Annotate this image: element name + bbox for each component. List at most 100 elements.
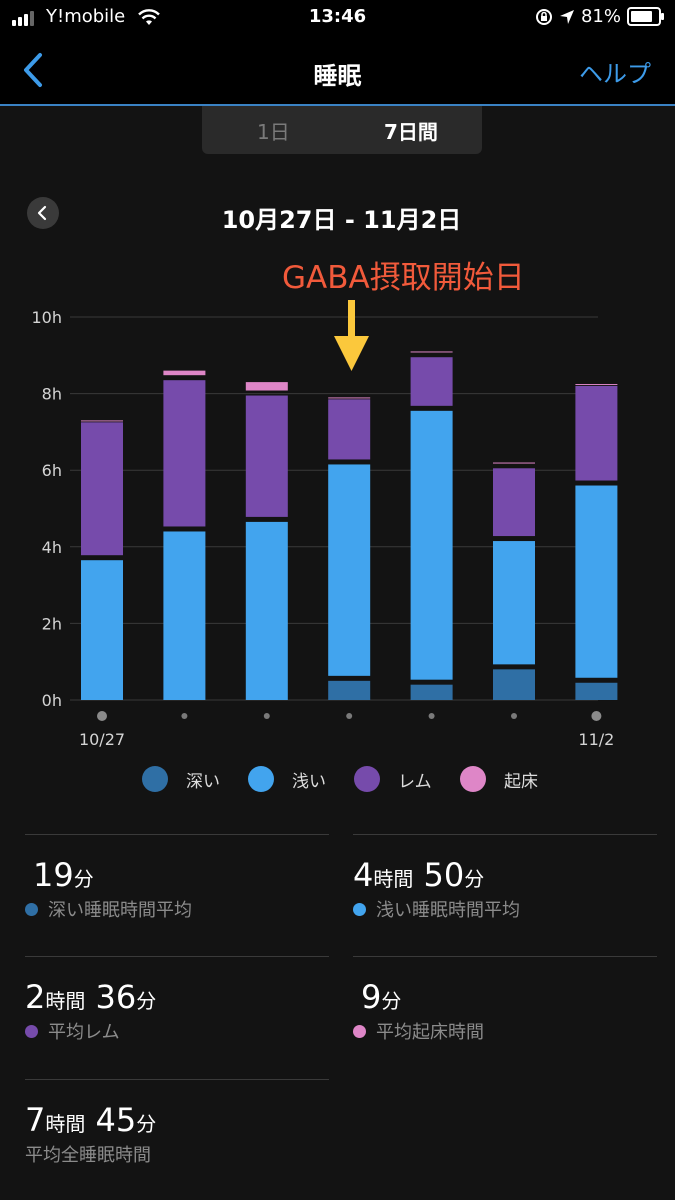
rotation-lock-icon <box>535 8 552 25</box>
bar-11/1[interactable] <box>493 462 535 700</box>
stat-label: 深い睡眠時間平均 <box>25 896 192 922</box>
wifi-icon <box>138 9 160 25</box>
battery-percent: 81% <box>580 6 621 27</box>
stat-value: 4時間 50分 <box>353 856 485 894</box>
bar-segment-awake <box>575 384 618 386</box>
date-range-label: 10月27日 - 11月2日 <box>221 206 462 234</box>
bar-11/2[interactable] <box>575 384 618 700</box>
tab-1-day[interactable]: 1日 <box>257 120 290 144</box>
stat-label: 平均レム <box>25 1018 120 1044</box>
bar-segment-light <box>410 410 453 680</box>
x-tick-label: 10/27 <box>79 730 125 749</box>
legend-item-rem: レム <box>354 766 432 792</box>
carrier-name: Y!mobile <box>46 6 126 27</box>
color-dot <box>25 902 38 916</box>
sleep-chart: 0h 2h 4h 6h 8h 10h 10/27 11/2 <box>32 300 618 749</box>
legend-item-awake: 起床 <box>460 766 538 792</box>
page-title: 睡眠 <box>313 62 362 90</box>
stat-total-average: 7時間 45分 平均全睡眠時間 <box>25 1079 329 1199</box>
bar-segment-rem <box>245 395 288 517</box>
stat-value: 2時間 36分 <box>25 978 157 1016</box>
x-tick-dot <box>346 713 353 719</box>
bar-segment-awake <box>245 382 288 391</box>
help-button[interactable]: ヘルプ <box>579 60 651 88</box>
legend-label: 深い <box>186 771 220 792</box>
bar-10/30[interactable] <box>328 397 371 700</box>
y-tick-label: 6h <box>42 461 62 480</box>
legend-label: 起床 <box>504 771 538 792</box>
navigation-bar: 睡眠 ヘルプ <box>0 36 675 106</box>
bar-segment-awake <box>493 462 535 464</box>
x-tick-dot <box>428 713 435 719</box>
y-tick-label: 10h <box>32 308 63 327</box>
bar-segment-awake <box>81 420 123 422</box>
bar-segment-awake <box>328 397 371 399</box>
x-tick-dot <box>181 713 188 719</box>
bar-segment-deep <box>493 669 535 700</box>
status-bar: Y!mobile 13:46 81% <box>0 0 675 36</box>
annotation-arrow <box>334 300 369 371</box>
bar-segment-awake <box>163 370 206 376</box>
bar-segment-deep <box>410 684 453 700</box>
chevron-left-icon <box>37 205 47 221</box>
x-tick-dot <box>97 711 107 721</box>
bar-10/27[interactable] <box>81 420 123 700</box>
bar-segment-rem <box>575 385 618 481</box>
back-chevron-icon[interactable] <box>18 50 48 90</box>
y-tick-label: 4h <box>42 538 62 557</box>
bar-segment-light <box>493 541 535 665</box>
color-dot <box>25 1024 38 1038</box>
stat-deep-average: 19分 深い睡眠時間平均 <box>25 834 329 954</box>
bar-segment-light <box>245 521 288 700</box>
y-tick-label: 2h <box>42 614 62 633</box>
bar-segment-rem <box>493 468 535 537</box>
bar-segment-rem <box>410 357 453 406</box>
bar-segment-light <box>163 531 206 700</box>
annotation-text: GABA摂取開始日 <box>282 260 525 296</box>
bar-segment-light <box>81 560 123 700</box>
stat-label: 浅い睡眠時間平均 <box>353 896 520 922</box>
battery-icon <box>627 7 664 26</box>
color-dot <box>353 902 366 916</box>
stat-rem-average: 2時間 36分 平均レム <box>25 956 329 1076</box>
x-tick-dot <box>263 713 270 719</box>
x-tick-label: 11/2 <box>578 730 614 749</box>
stat-label: 平均全睡眠時間 <box>25 1145 151 1166</box>
bar-segment-rem <box>81 422 123 556</box>
bar-segment-light <box>328 464 371 676</box>
bar-10/31[interactable] <box>410 351 453 700</box>
legend-swatch <box>354 766 380 792</box>
location-icon <box>559 9 574 24</box>
y-tick-label: 0h <box>42 691 62 710</box>
clock: 13:46 <box>308 6 367 27</box>
legend-label: 浅い <box>292 771 326 792</box>
tab-7-days[interactable]: 7日間 <box>384 120 438 144</box>
stat-light-average: 4時間 50分 浅い睡眠時間平均 <box>353 834 657 954</box>
previous-range-button[interactable] <box>27 197 59 229</box>
bar-segment-rem <box>328 399 371 460</box>
color-dot <box>353 1024 366 1038</box>
bar-segment-deep <box>575 682 618 700</box>
stat-awake-average: 9分 平均起床時間 <box>353 956 657 1076</box>
legend-swatch <box>142 766 168 792</box>
period-tabs: 1日 7日間 <box>202 106 482 154</box>
stat-value: 7時間 45分 <box>25 1101 157 1139</box>
stat-value: 9分 <box>361 978 402 1016</box>
stat-label: 平均起床時間 <box>353 1018 484 1044</box>
x-tick-dot <box>591 711 602 721</box>
legend-label: レム <box>398 771 432 792</box>
legend-item-deep: 深い <box>142 766 220 792</box>
legend-swatch <box>460 766 486 792</box>
y-tick-label: 8h <box>42 385 62 404</box>
bar-segment-rem <box>163 380 206 527</box>
legend-item-light: 浅い <box>248 766 326 792</box>
bar-10/28[interactable] <box>163 370 206 700</box>
bar-10/29[interactable] <box>245 382 288 700</box>
stat-value: 19分 <box>33 856 94 894</box>
legend-swatch <box>248 766 274 792</box>
x-tick-dot <box>511 713 517 719</box>
bar-segment-light <box>575 485 618 678</box>
legend: 深い 浅い レム 起床 <box>0 766 675 796</box>
bar-segment-awake <box>410 351 453 353</box>
bar-segment-deep <box>328 680 371 700</box>
